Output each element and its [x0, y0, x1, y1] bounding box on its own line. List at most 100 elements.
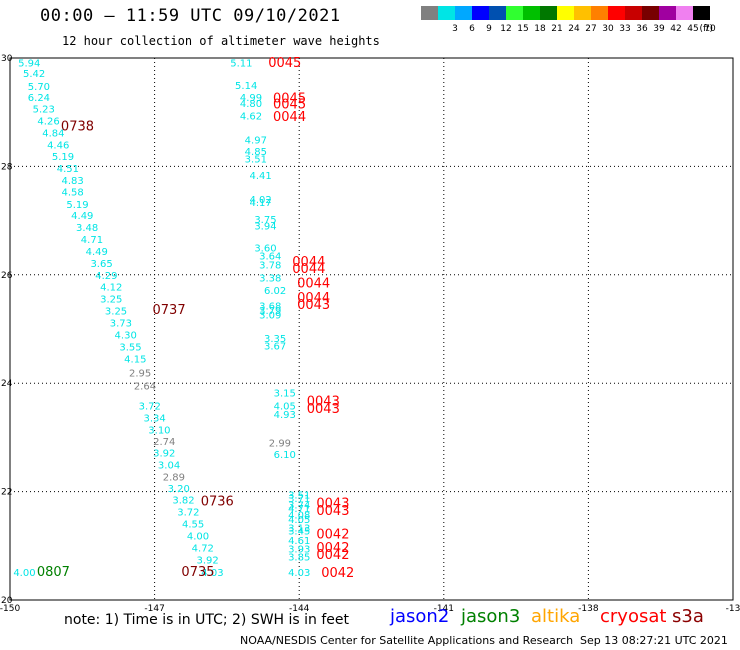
color-scale-label: 36: [636, 24, 648, 34]
wave-height-label: 4.17: [250, 198, 272, 209]
wave-height-label: 5.94: [18, 58, 40, 69]
wave-height-label: 2.95: [129, 368, 151, 379]
color-scale-label: 33: [619, 24, 630, 34]
x-tick-label: -13: [726, 604, 740, 614]
color-scale-swatch: [557, 6, 574, 20]
wave-height-label: 4.58: [62, 187, 84, 198]
wave-height-label: 3.25: [105, 307, 127, 318]
wave-height-label: 4.55: [182, 520, 204, 531]
pass-time-label: 0042: [316, 541, 349, 556]
chart-subtitle: 12 hour collection of altimeter wave hei…: [62, 34, 380, 48]
wave-height-label: 3.55: [119, 342, 141, 353]
wave-height-label: 4.99: [240, 93, 262, 104]
color-scale-swatch: [438, 6, 455, 20]
color-scale-swatch: [523, 6, 540, 20]
wave-height-label: 6.10: [274, 450, 296, 461]
wave-height-label: 5.70: [28, 82, 50, 93]
wave-height-label: 3.51: [245, 154, 267, 165]
wave-height-label: 4.41: [250, 171, 272, 182]
wave-height-label: 4.71: [81, 235, 103, 246]
wave-height-label: 3.79: [259, 306, 281, 317]
color-scale-label: 15: [517, 24, 528, 34]
color-scale-label: 70: [704, 24, 716, 34]
pass-time-label: 0044: [292, 262, 325, 277]
pass-time-label: 0045: [273, 92, 306, 107]
wave-height-label: 3.94: [254, 221, 276, 232]
x-tick-label: -150: [0, 604, 20, 614]
wave-height-label: 5.19: [52, 152, 74, 163]
y-tick-label: 22: [1, 488, 12, 498]
pass-time-label: 0044: [292, 255, 325, 270]
pass-time-label: 0807: [37, 565, 70, 580]
wave-height-label: 4.97: [245, 135, 267, 146]
wave-height-label: 4.51: [57, 164, 79, 175]
legend-cryosat: cryosat: [600, 606, 667, 627]
wave-height-label: 4.49: [71, 211, 93, 222]
legend-jason2: jason2: [390, 606, 450, 627]
wave-height-label: 3.74: [288, 501, 310, 512]
wave-height-label: 3.75: [254, 215, 276, 226]
wave-height-label: 2.99: [269, 438, 291, 449]
wave-height-label: 3.92: [153, 449, 175, 460]
wave-height-label: 2.64: [134, 381, 156, 392]
wave-height-label: 4.93: [274, 410, 296, 421]
color-scale-label: 30: [602, 24, 614, 34]
color-scale-label: 12: [500, 24, 511, 34]
wave-height-label: 3.09: [259, 310, 281, 321]
y-tick-label: 20: [1, 596, 13, 606]
x-tick-label: -147: [144, 604, 164, 614]
wave-height-label: 3.25: [100, 295, 122, 306]
wave-height-label: 3.78: [259, 261, 281, 272]
color-scale-swatch: [608, 6, 625, 20]
chart-title: 00:00 – 11:59 UTC 09/10/2021: [40, 6, 341, 26]
plot-frame: [9, 57, 734, 601]
wave-height-label: 3.45: [288, 527, 310, 538]
wave-height-label: 3.15: [274, 388, 296, 399]
wave-height-label: 4.05: [288, 515, 310, 526]
pass-time-label: 0043: [297, 298, 330, 313]
color-scale-label: 45: [687, 24, 698, 34]
wave-height-label: 4.85: [245, 147, 267, 158]
wave-height-label: 4.05: [274, 401, 296, 412]
color-scale-swatch: [540, 6, 557, 20]
wave-height-label: 3.35: [264, 334, 286, 345]
wave-height-label: 4.00: [187, 532, 209, 543]
color-scale-label: 21: [551, 24, 562, 34]
wave-height-label: 4.03: [288, 568, 310, 579]
wave-height-label: 3.38: [259, 274, 281, 285]
wave-height-label: 4.00: [13, 568, 35, 579]
wave-height-label: 3.64: [259, 251, 281, 262]
wave-height-label: 5.42: [23, 69, 45, 80]
legend-altika: altika: [531, 606, 581, 627]
pass-time-label: 0043: [307, 402, 340, 417]
wave-height-label: 4.84: [42, 128, 64, 139]
x-tick-label: -141: [434, 604, 454, 614]
pass-time-label: 0043: [316, 497, 349, 512]
y-tick-label: 28: [1, 162, 13, 172]
pass-time-label: 0735: [181, 565, 214, 580]
pass-time-label: 0736: [201, 494, 234, 509]
color-scale-label: 3: [452, 24, 458, 34]
wave-height-label: 3.68: [259, 302, 281, 313]
wave-height-label: 3.20: [168, 484, 190, 495]
wave-height-label: 4.71: [288, 504, 310, 515]
wave-height-label: 3.65: [90, 259, 112, 270]
pass-time-label: 0042: [316, 548, 349, 563]
wave-height-label: 4.83: [62, 176, 84, 187]
wave-height-label: 5.11: [230, 58, 252, 69]
wave-height-label: 4.62: [240, 111, 262, 122]
wave-height-label: 4.29: [95, 271, 117, 282]
generated-timestamp: Sep 13 08:27:21 UTC 2021: [580, 634, 728, 647]
pass-time-label: 0045: [268, 56, 301, 71]
wave-height-label: 3.85: [288, 553, 310, 564]
pass-time-label: 0042: [316, 527, 349, 542]
color-scale-swatch: [506, 6, 523, 20]
pass-time-label: 0738: [61, 119, 94, 134]
wave-height-label: 4.15: [124, 354, 146, 365]
wave-height-label: 5.14: [235, 81, 257, 92]
color-scale-swatch: [659, 6, 676, 20]
wave-height-label: 3.13: [288, 523, 310, 534]
wave-height-label: 6.02: [264, 286, 286, 297]
color-scale-label: 24: [568, 24, 580, 34]
wave-height-label: 4.61: [288, 536, 310, 547]
